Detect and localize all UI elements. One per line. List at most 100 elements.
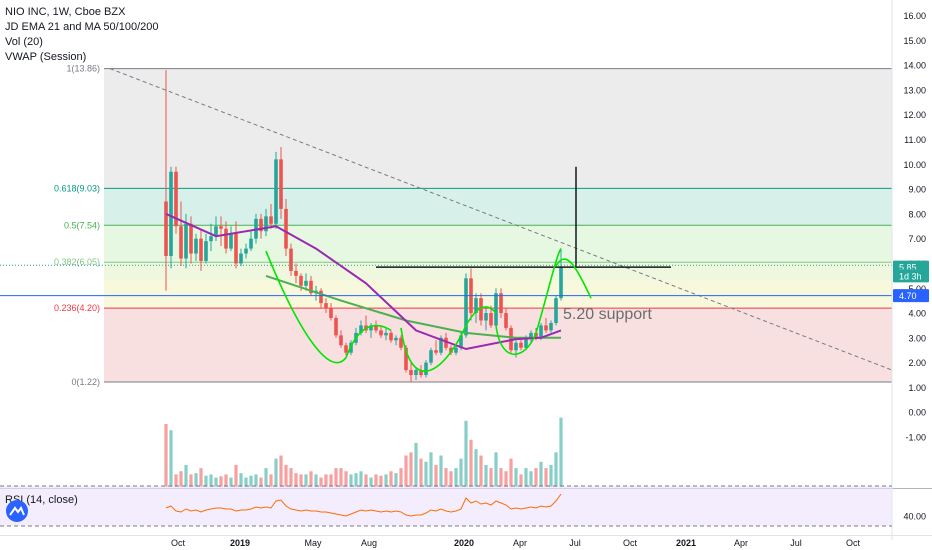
support-annotation: 5.20 support [563, 306, 653, 323]
price-label-box [893, 289, 929, 303]
candle-body [339, 335, 343, 346]
candle-body [519, 342, 523, 348]
volume-bar [199, 468, 203, 487]
candle-body [494, 293, 498, 326]
candle-body [199, 238, 203, 261]
fib-level-label: 0.236(4.20) [54, 303, 100, 313]
volume-bar [334, 468, 338, 487]
volume-bar [489, 468, 493, 487]
candle-body [484, 313, 488, 321]
hand-drawn-pattern [495, 248, 562, 356]
volume-bar [239, 473, 243, 487]
candle-body [529, 332, 533, 338]
candle-body [384, 332, 388, 336]
fib-level-label: 1(13.86) [66, 64, 100, 74]
price-tick-label: 4.00 [908, 309, 926, 319]
volume-bar [224, 474, 228, 487]
price-tick-label: 16.00 [903, 11, 926, 21]
indicator-lines [165, 212, 562, 351]
symbol-title[interactable]: NIO INC, 1W, Cboe BZX [5, 6, 126, 18]
volume-bar [359, 471, 363, 487]
volume-bar [439, 455, 443, 487]
volume-bar [164, 424, 168, 487]
volume-bar [289, 468, 293, 487]
candle-body [434, 350, 438, 353]
rsi-line [165, 493, 562, 517]
volume-bar [204, 475, 208, 487]
price-label-text: 4.70 [899, 291, 917, 301]
volume-bar [519, 474, 523, 487]
candle-body [309, 280, 313, 294]
candle-body [209, 236, 213, 242]
candle-body [534, 332, 538, 338]
indicator-vwap[interactable]: VWAP (Session) [5, 51, 87, 63]
fib-level-label: 0.5(7.54) [64, 220, 100, 230]
volume-bar [469, 439, 473, 487]
candle-body [239, 253, 243, 264]
volume-bar [284, 464, 288, 487]
candle-body [474, 298, 478, 314]
candle-body [424, 362, 428, 376]
fib-level-label: 0(1.22) [71, 377, 100, 387]
tradingview-logo-icon[interactable] [6, 500, 28, 522]
volume-bar [534, 468, 538, 487]
candle-body [389, 332, 393, 341]
candle-body [444, 337, 448, 348]
time-axis: Oct 2019 May Aug 2020 Apr Jul Oct 2021 Apr Jul Oct [0, 535, 932, 548]
rsi-band [0, 486, 892, 526]
candle-body [264, 216, 268, 232]
candle-body [189, 223, 193, 254]
volume-bar [374, 474, 378, 487]
candle-body [334, 317, 338, 336]
volume-bar [559, 417, 563, 487]
candle-body [499, 293, 503, 314]
price-tick-label: 14.00 [903, 61, 926, 71]
volume-bar [454, 468, 458, 487]
volume-bar [339, 468, 343, 487]
candle-body [479, 298, 483, 321]
volume-bar [394, 473, 398, 487]
candle-body [504, 313, 508, 328]
candle-body [414, 370, 418, 376]
ema21-line [165, 212, 562, 351]
volume-bar [409, 452, 413, 487]
candle-body [419, 370, 423, 376]
volume-bar [399, 468, 403, 487]
fib-zone [104, 225, 892, 263]
candle-body [329, 308, 333, 318]
volume-bar [434, 464, 438, 487]
price-tick-label: 2.00 [908, 358, 926, 368]
time-tick-label: 2021 [676, 538, 696, 548]
indicator-volume[interactable]: Vol (20) [5, 36, 43, 48]
volume-bar [254, 474, 258, 487]
fib-zone [104, 188, 892, 226]
volume-bar [314, 474, 318, 487]
volume-bar [294, 473, 298, 487]
time-tick-label: 2019 [230, 538, 250, 548]
candle-body [404, 347, 408, 371]
candle-body [269, 216, 273, 224]
price-tick-label: 7.00 [908, 234, 926, 244]
candle-body [449, 347, 453, 353]
candle-body [554, 298, 558, 323]
candle-body [514, 342, 518, 351]
candle-body [429, 350, 433, 363]
candle-body [324, 303, 328, 309]
candle-body [299, 275, 303, 286]
volume-bar [234, 464, 238, 487]
volume-bar [349, 474, 353, 487]
price-tick-label: -1.00 [905, 432, 926, 442]
candle-body [219, 226, 223, 229]
volume-bar [229, 477, 233, 487]
volume-bar [509, 458, 513, 487]
drawings[interactable]: 5.20 support [0, 68, 893, 372]
volume-bar [264, 468, 268, 487]
candle-body [179, 226, 183, 259]
volume-bar [404, 455, 408, 487]
fib-zone [104, 68, 892, 189]
hand-drawn-pattern [265, 250, 392, 364]
fib-retracement[interactable]: 1(13.86) 0.618(9.03) 0.5(7.54) 0.382(6.05) 0… [54, 64, 892, 387]
indicator-ema-ma[interactable]: JD EMA 21 and MA 50/100/200 [5, 21, 159, 33]
candle-body [489, 313, 493, 326]
